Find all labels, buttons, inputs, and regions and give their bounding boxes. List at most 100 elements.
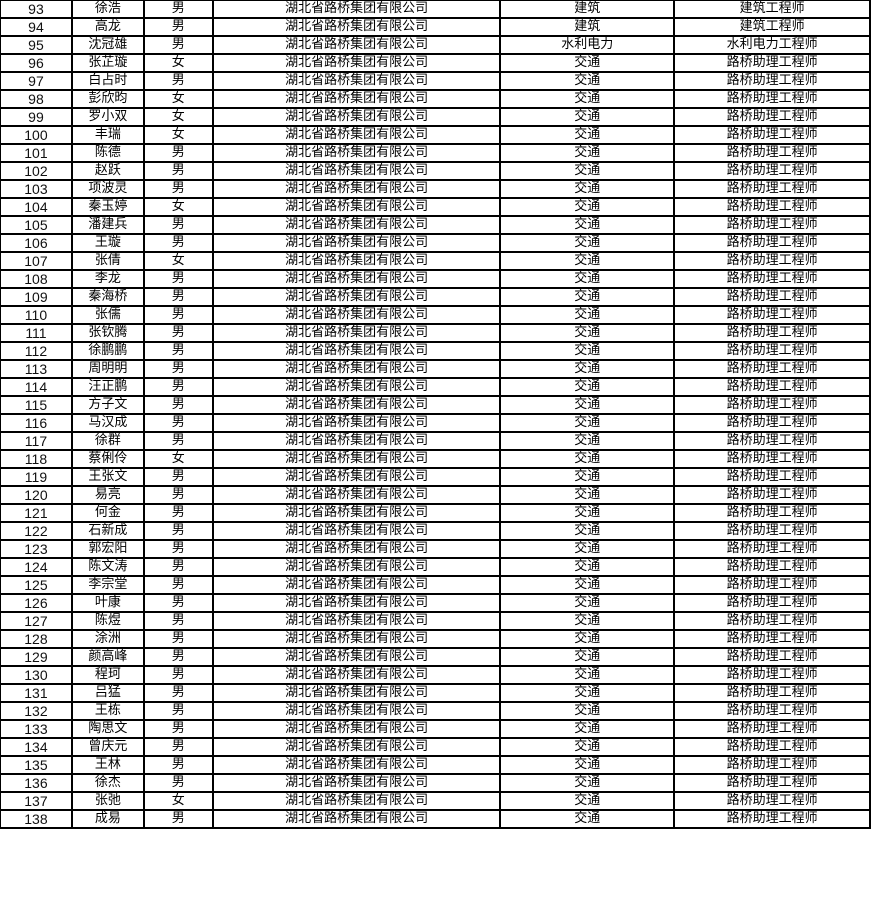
cell-number: 94 bbox=[0, 17, 73, 37]
cell-gender: 男 bbox=[142, 161, 214, 181]
cell-category: 交通 bbox=[499, 215, 676, 235]
cell-gender: 男 bbox=[142, 593, 214, 613]
cell-company: 湖北省路桥集团有限公司 bbox=[211, 359, 502, 379]
cell-name: 彭欣昀 bbox=[70, 89, 145, 109]
cell-category: 交通 bbox=[499, 485, 676, 505]
cell-number: 120 bbox=[0, 485, 73, 505]
cell-gender: 女 bbox=[142, 89, 214, 109]
cell-company: 湖北省路桥集团有限公司 bbox=[211, 107, 502, 127]
table-row: 136 徐杰男湖北省路桥集团有限公司 交通 路桥助理工程师 bbox=[0, 773, 871, 793]
cell-category: 交通 bbox=[499, 449, 676, 469]
cell-company: 湖北省路桥集团有限公司 bbox=[211, 305, 502, 325]
cell-category: 交通 bbox=[499, 683, 676, 703]
cell-name: 马汉成 bbox=[70, 413, 145, 433]
cell-company: 湖北省路桥集团有限公司 bbox=[211, 395, 502, 415]
cell-gender: 男 bbox=[142, 377, 214, 397]
cell-category: 交通 bbox=[499, 467, 676, 487]
cell-title: 路桥助理工程师 bbox=[673, 305, 871, 325]
cell-company: 湖北省路桥集团有限公司 bbox=[211, 341, 502, 361]
cell-name: 颜高峰 bbox=[70, 647, 145, 667]
cell-category: 建筑 bbox=[499, 17, 676, 37]
cell-name: 王张文 bbox=[70, 467, 145, 487]
cell-company: 湖北省路桥集团有限公司 bbox=[211, 143, 502, 163]
cell-title: 路桥助理工程师 bbox=[673, 431, 871, 451]
table-row: 124 陈文涛男湖北省路桥集团有限公司 交通 路桥助理工程师 bbox=[0, 557, 871, 577]
cell-title: 路桥助理工程师 bbox=[673, 53, 871, 73]
table-row: 105 潘建兵男湖北省路桥集团有限公司 交通 路桥助理工程师 bbox=[0, 215, 871, 235]
cell-gender: 男 bbox=[142, 611, 214, 631]
cell-number: 111 bbox=[0, 323, 73, 343]
cell-name: 项波灵 bbox=[70, 179, 145, 199]
cell-number: 121 bbox=[0, 503, 73, 523]
cell-gender: 男 bbox=[142, 341, 214, 361]
cell-name: 易亮 bbox=[70, 485, 145, 505]
table-row: 117 徐群男湖北省路桥集团有限公司 交通 路桥助理工程师 bbox=[0, 431, 871, 451]
cell-company: 湖北省路桥集团有限公司 bbox=[211, 215, 502, 235]
cell-gender: 男 bbox=[142, 179, 214, 199]
roster-table-body: 93 徐浩男湖北省路桥集团有限公司 建筑 建筑工程师 94 高龙男湖北省路桥集团有限公司建… bbox=[0, 0, 871, 829]
cell-category: 交通 bbox=[499, 701, 676, 721]
cell-gender: 男 bbox=[142, 557, 214, 577]
cell-title: 路桥助理工程师 bbox=[673, 665, 871, 685]
cell-company: 湖北省路桥集团有限公司 bbox=[211, 665, 502, 685]
cell-category: 交通 bbox=[499, 143, 676, 163]
cell-gender: 女 bbox=[142, 197, 214, 217]
cell-company: 湖北省路桥集团有限公司 bbox=[211, 179, 502, 199]
cell-title: 路桥助理工程师 bbox=[673, 791, 871, 811]
cell-title: 路桥助理工程师 bbox=[673, 719, 871, 739]
cell-number: 110 bbox=[0, 305, 73, 325]
cell-company: 湖北省路桥集团有限公司 bbox=[211, 53, 502, 73]
table-row: 103 项波灵男湖北省路桥集团有限公司 交通 路桥助理工程师 bbox=[0, 179, 871, 199]
cell-name: 徐鹏鹏 bbox=[70, 341, 145, 361]
cell-category: 水利电力 bbox=[499, 35, 676, 55]
table-row: 97 白占时男湖北省路桥集团有限公司 交通 路桥助理工程师 bbox=[0, 71, 871, 91]
cell-name: 方子文 bbox=[70, 395, 145, 415]
cell-name: 成易 bbox=[70, 809, 145, 829]
cell-title: 路桥助理工程师 bbox=[673, 287, 871, 307]
cell-title: 路桥助理工程师 bbox=[673, 449, 871, 469]
cell-number: 117 bbox=[0, 431, 73, 451]
table-row: 135 王林男湖北省路桥集团有限公司 交通 路桥助理工程师 bbox=[0, 755, 871, 775]
table-row: 126 叶康男湖北省路桥集团有限公司 交通 路桥助理工程师 bbox=[0, 593, 871, 613]
cell-company: 湖北省路桥集团有限公司 bbox=[211, 35, 502, 55]
cell-category: 交通 bbox=[499, 269, 676, 289]
cell-number: 98 bbox=[0, 89, 73, 109]
cell-name: 赵跃 bbox=[70, 161, 145, 181]
cell-title: 路桥助理工程师 bbox=[673, 143, 871, 163]
cell-gender: 男 bbox=[142, 305, 214, 325]
cell-title: 路桥助理工程师 bbox=[673, 485, 871, 505]
cell-number: 97 bbox=[0, 71, 73, 91]
cell-title: 路桥助理工程师 bbox=[673, 701, 871, 721]
cell-company: 湖北省路桥集团有限公司 bbox=[211, 755, 502, 775]
cell-category: 交通 bbox=[499, 341, 676, 361]
cell-name: 罗小双 bbox=[70, 107, 145, 127]
cell-number: 100 bbox=[0, 125, 73, 145]
cell-category: 交通 bbox=[499, 629, 676, 649]
cell-gender: 女 bbox=[142, 449, 214, 469]
cell-number: 114 bbox=[0, 377, 73, 397]
cell-number: 130 bbox=[0, 665, 73, 685]
cell-gender: 男 bbox=[142, 809, 214, 829]
cell-number: 135 bbox=[0, 755, 73, 775]
cell-gender: 女 bbox=[142, 125, 214, 145]
table-row: 100 丰瑞女湖北省路桥集团有限公司 交通 路桥助理工程师 bbox=[0, 125, 871, 145]
cell-title: 路桥助理工程师 bbox=[673, 233, 871, 253]
cell-gender: 女 bbox=[142, 107, 214, 127]
cell-company: 湖北省路桥集团有限公司 bbox=[211, 773, 502, 793]
table-row: 95 沈冠雄男湖北省路桥集团有限公司 水利电力 水利电力工程师 bbox=[0, 35, 871, 55]
cell-company: 湖北省路桥集团有限公司 bbox=[211, 791, 502, 811]
cell-name: 高龙 bbox=[70, 17, 145, 37]
cell-category: 交通 bbox=[499, 593, 676, 613]
cell-gender: 男 bbox=[142, 683, 214, 703]
cell-name: 李宗堂 bbox=[70, 575, 145, 595]
cell-number: 96 bbox=[0, 53, 73, 73]
cell-name: 汪正鹏 bbox=[70, 377, 145, 397]
table-row: 96 张芷璇女湖北省路桥集团有限公司 交通 路桥助理工程师 bbox=[0, 53, 871, 73]
cell-category: 交通 bbox=[499, 575, 676, 595]
table-row: 116 马汉成男湖北省路桥集团有限公司 交通 路桥助理工程师 bbox=[0, 413, 871, 433]
cell-category: 交通 bbox=[499, 539, 676, 559]
cell-category: 交通 bbox=[499, 647, 676, 667]
cell-gender: 女 bbox=[142, 53, 214, 73]
cell-number: 105 bbox=[0, 215, 73, 235]
cell-company: 湖北省路桥集团有限公司 bbox=[211, 251, 502, 271]
